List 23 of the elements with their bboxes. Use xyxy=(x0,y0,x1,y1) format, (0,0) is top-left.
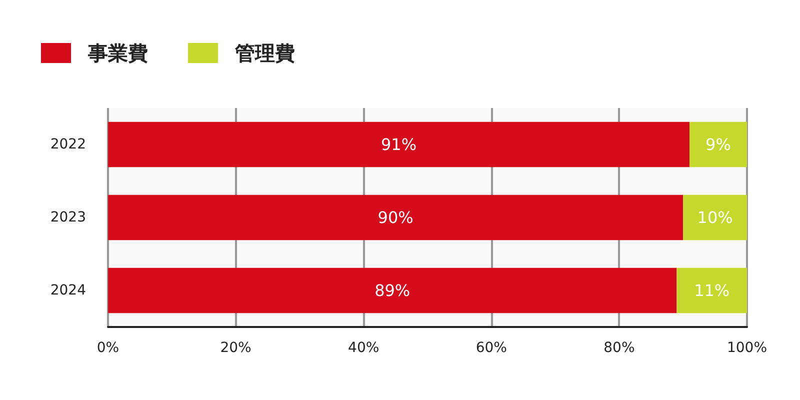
x-tick-label: 60% xyxy=(476,340,507,356)
bar xyxy=(108,194,684,240)
x-tick-label: 80% xyxy=(604,340,635,356)
bar xyxy=(683,194,747,240)
legend-label: 管理費 xyxy=(234,41,295,65)
x-tick-label: 20% xyxy=(220,340,252,356)
x-tick-label: 0% xyxy=(96,340,120,356)
y-tick-label: 2024 xyxy=(50,282,86,298)
data-label: 11% xyxy=(694,281,730,300)
data-label: 10% xyxy=(697,208,733,227)
data-label: 90% xyxy=(378,208,414,227)
data-label: 91% xyxy=(380,135,417,154)
data-label: 9% xyxy=(706,135,731,154)
bar xyxy=(108,268,677,314)
bar xyxy=(676,268,747,314)
y-tick-label: 2023 xyxy=(50,210,86,226)
y-tick-label: 2022 xyxy=(50,136,86,152)
bar xyxy=(689,122,747,168)
x-tick-label: 100% xyxy=(726,340,768,356)
data-label: 89% xyxy=(374,281,410,300)
legend-label: 事業費 xyxy=(87,41,148,65)
x-tick-label: 40% xyxy=(348,340,380,356)
bar xyxy=(108,122,690,168)
